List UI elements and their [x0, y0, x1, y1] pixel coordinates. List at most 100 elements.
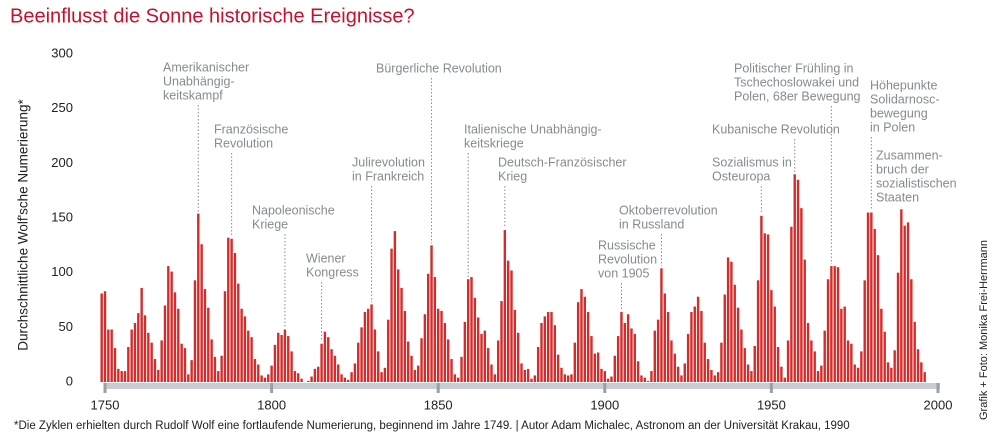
bar: [470, 277, 473, 382]
annotation: Deutsch-Französischer: [498, 155, 627, 169]
bar: [650, 371, 653, 382]
bar: [543, 316, 547, 382]
bar: [277, 332, 280, 382]
bar: [630, 328, 633, 382]
bar: [696, 296, 700, 382]
bar: [693, 306, 696, 382]
x-tick-label: 1950: [757, 397, 786, 412]
bar: [880, 308, 883, 382]
bar: [293, 371, 297, 382]
bar: [327, 337, 330, 382]
bar: [793, 174, 796, 382]
annotation: sozialistischen: [876, 176, 957, 190]
bar: [713, 375, 716, 382]
bar: [856, 367, 860, 382]
annotation: Osteuropa: [712, 169, 770, 183]
annotation: in Polen: [870, 120, 915, 134]
bar: [623, 322, 626, 382]
x-tick-label: 2000: [924, 397, 953, 412]
bar: [153, 359, 157, 382]
bar: [390, 248, 393, 382]
bar: [663, 293, 666, 382]
x-tick-label: 1850: [424, 397, 453, 412]
annotation: Polen, 68er Bewegung: [734, 89, 861, 103]
bar: [253, 359, 257, 382]
bar: [190, 360, 193, 382]
bar: [870, 212, 873, 382]
bar: [440, 310, 443, 382]
bar: [167, 266, 170, 382]
bar: [247, 330, 250, 382]
bar: [860, 351, 863, 382]
bar: [876, 255, 880, 382]
annotation: Napoleonische: [252, 203, 335, 217]
bar: [900, 209, 903, 382]
bar: [770, 290, 773, 382]
bar: [387, 319, 390, 382]
bar: [183, 348, 187, 382]
bar: [710, 369, 713, 382]
bar: [393, 231, 397, 382]
bar: [130, 329, 133, 382]
bar: [263, 377, 267, 382]
bar: [640, 375, 643, 382]
bar: [786, 340, 790, 382]
bar: [683, 363, 686, 382]
bar: [340, 374, 343, 382]
bar: [337, 364, 340, 382]
bar: [120, 371, 123, 382]
bar: [243, 316, 247, 382]
bar: [473, 297, 477, 382]
annotation: bewegung: [870, 106, 928, 120]
bar: [430, 245, 433, 382]
bar: [743, 348, 746, 382]
annotation: Kubanische Revolution: [712, 122, 840, 136]
bar: [633, 333, 636, 382]
bar: [883, 331, 886, 382]
bar: [560, 367, 563, 382]
bar: [210, 339, 213, 382]
bar: [233, 252, 237, 382]
annotation: Revolution: [598, 252, 657, 266]
bar: [760, 215, 763, 382]
bar: [260, 375, 263, 382]
bar: [217, 371, 220, 382]
bar: [417, 365, 420, 382]
bar: [756, 280, 760, 382]
bar: [290, 351, 293, 382]
bar: [360, 327, 363, 382]
bar: [370, 304, 373, 382]
bar: [903, 225, 906, 382]
bar: [117, 368, 120, 382]
y-tick-label: 0: [66, 373, 73, 388]
bar: [466, 279, 470, 382]
annotation: Revolution: [214, 136, 273, 150]
bar: [280, 334, 283, 382]
bar: [556, 354, 560, 382]
bar: [506, 260, 510, 382]
bar: [803, 259, 806, 382]
bar: [510, 270, 513, 382]
bar: [333, 355, 337, 382]
bar: [646, 380, 650, 382]
bar: [833, 266, 836, 382]
bar: [533, 375, 537, 382]
annotation: bruch der: [876, 162, 929, 176]
bar: [403, 310, 407, 382]
bar: [676, 366, 680, 382]
bar: [660, 268, 663, 382]
bar: [173, 292, 177, 382]
bar: [197, 213, 200, 382]
bar: [323, 331, 327, 382]
bar: [643, 377, 646, 382]
bar: [923, 372, 926, 382]
bar: [177, 308, 180, 382]
bar: [453, 374, 457, 382]
bar: [586, 312, 590, 382]
bar: [763, 233, 766, 382]
bar: [250, 337, 253, 382]
bar: [123, 371, 127, 382]
y-tick-label: 100: [51, 264, 73, 279]
bar: [546, 312, 550, 382]
bar: [107, 329, 110, 382]
